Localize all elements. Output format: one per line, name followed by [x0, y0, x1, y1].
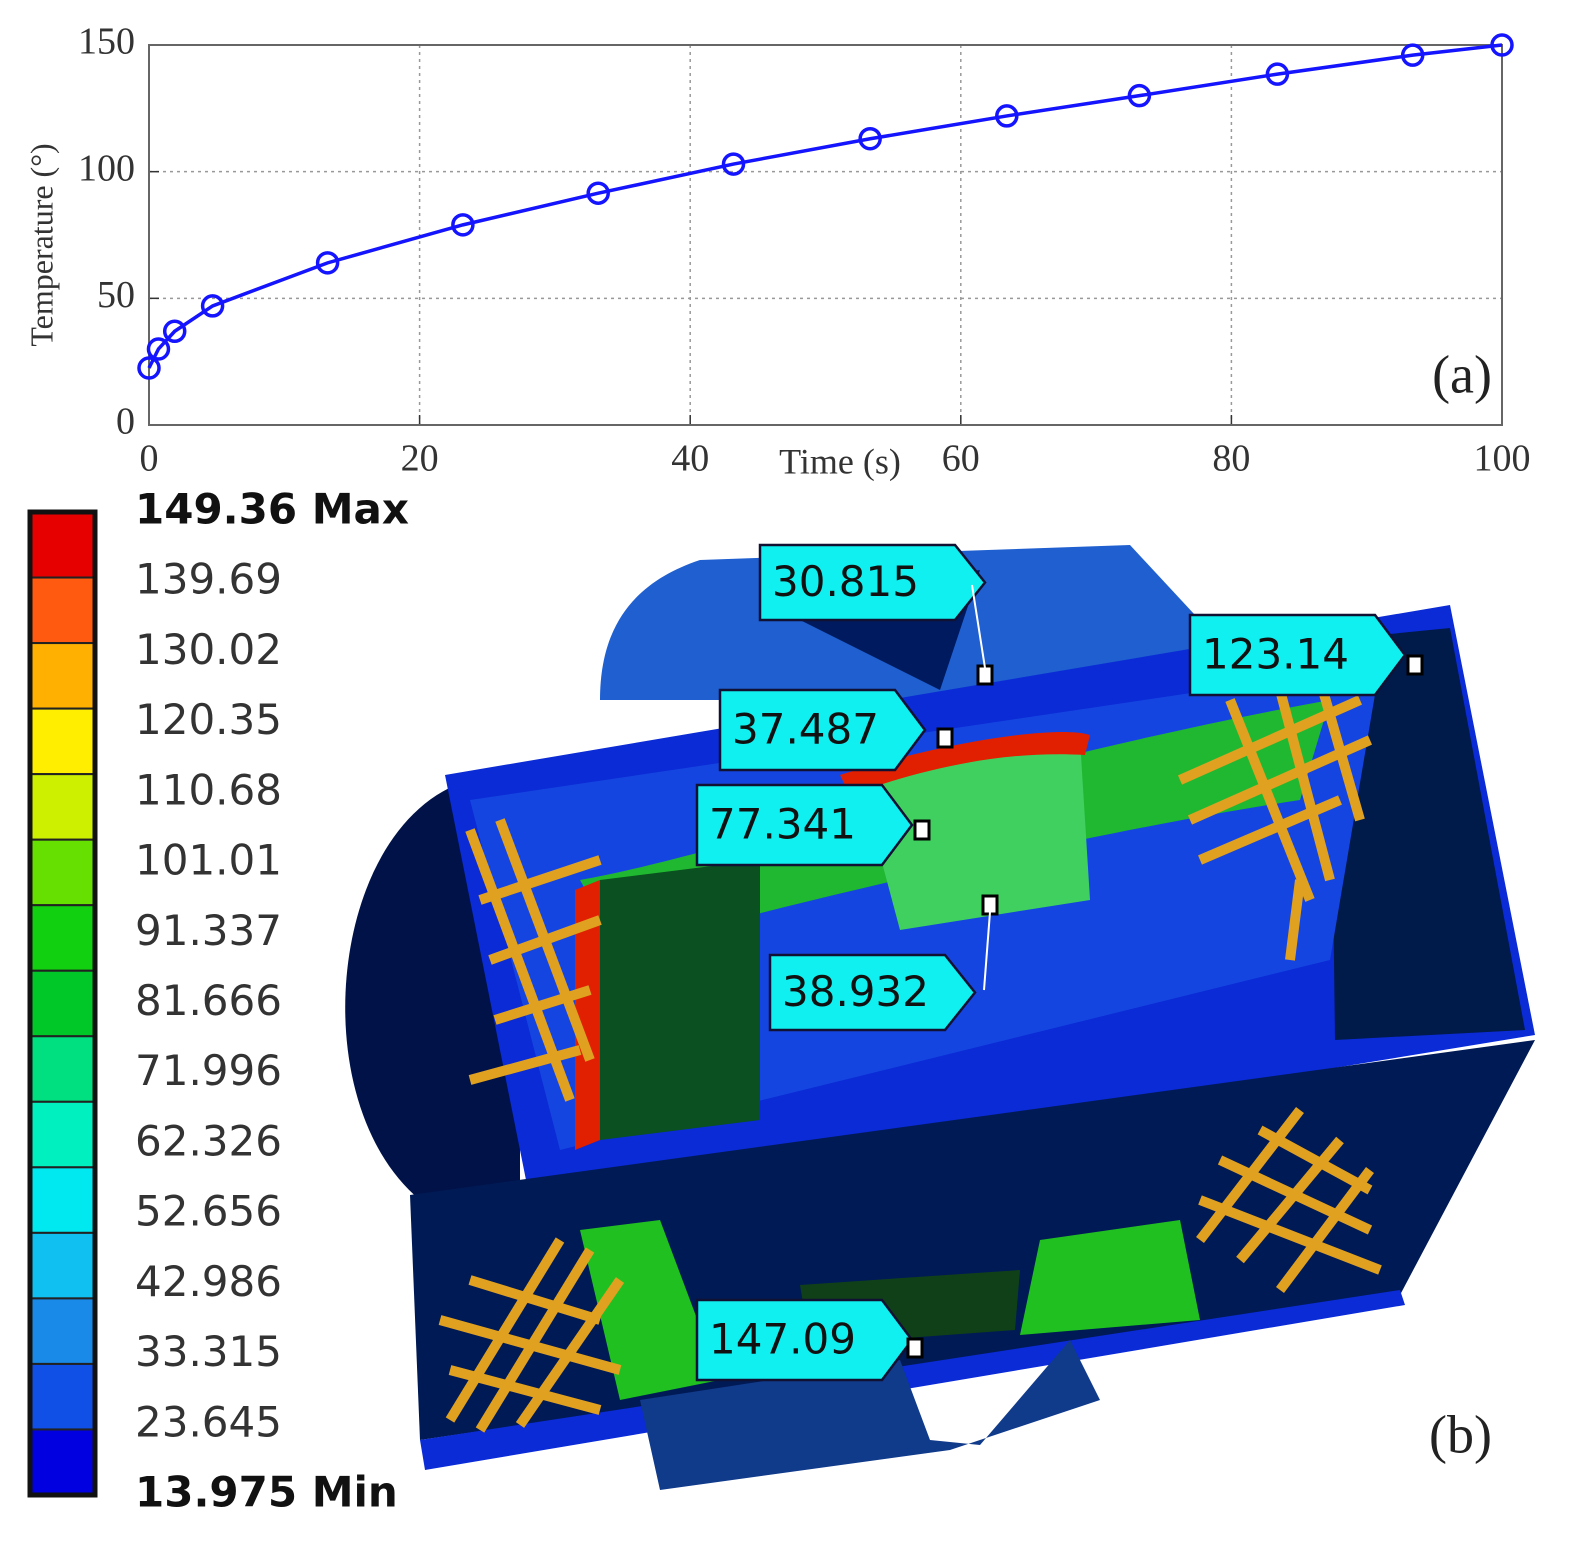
legend-band: [29, 773, 96, 841]
legend-band: [29, 1166, 96, 1234]
legend-label: 33.315: [135, 1327, 282, 1376]
legend-band: [29, 707, 96, 776]
probe: 30.815: [758, 543, 994, 686]
legend-band: [29, 904, 96, 972]
legend-label: 149.36 Max: [135, 485, 409, 534]
legend-band: [29, 1428, 96, 1497]
data-point: [200, 294, 225, 318]
legend-label: 130.02: [135, 625, 282, 674]
legend-band: [29, 838, 96, 907]
model-hot-edge: [840, 731, 1090, 795]
probe: 123.14: [1188, 613, 1424, 697]
legend-band: [29, 1297, 96, 1365]
probe-label: 123.14: [1202, 630, 1349, 679]
data-line: [147, 43, 1503, 369]
legend-band: [29, 576, 96, 645]
model-green-lower-right: [1020, 1220, 1200, 1335]
model-right-face: [1330, 628, 1525, 1040]
probe-marker: [976, 664, 994, 686]
model-hot-edge-left: [575, 880, 600, 1150]
model-green-lower-left: [580, 1220, 720, 1400]
legend-band: [29, 511, 96, 579]
legend-label: 42.986: [135, 1257, 282, 1306]
x-axis-label: Time (s): [779, 441, 901, 481]
probe-leader: [971, 584, 986, 669]
data-point: [1265, 62, 1290, 86]
legend-label: 62.326: [135, 1116, 282, 1165]
model: [345, 545, 1535, 1490]
y-axis-label: Temperature (°): [23, 143, 59, 346]
probe-label: 37.487: [732, 705, 879, 754]
legend-label: 52.656: [135, 1187, 282, 1236]
probe-marker: [906, 1337, 924, 1359]
legend-band: [29, 1231, 96, 1300]
legend-label: 91.337: [135, 906, 282, 955]
x-tick-label: 20: [401, 438, 439, 480]
model-bottom-hump: [640, 1340, 1100, 1490]
probe-label: 77.341: [709, 800, 856, 849]
legend-band: [29, 969, 96, 1038]
data-point: [721, 152, 746, 176]
probe: 38.932: [768, 894, 999, 1032]
data-point: [1127, 83, 1152, 108]
legend-band: [29, 1100, 96, 1169]
legend-label: 101.01: [135, 836, 282, 885]
probe-marker: [1406, 654, 1424, 676]
data-point: [1490, 33, 1514, 57]
data-point: [858, 126, 882, 151]
x-tick-label: 0: [140, 438, 159, 480]
legend-band: [29, 1362, 96, 1431]
legend-band: [29, 642, 96, 710]
probe: 37.487: [718, 688, 954, 772]
probe-box: [1188, 613, 1407, 697]
probe-box: [758, 543, 987, 622]
probe-label: 38.932: [782, 967, 929, 1016]
data-point: [995, 104, 1019, 128]
probe-box: [718, 688, 927, 772]
legend-label: 13.975 Min: [135, 1468, 398, 1517]
model-dark-face: [600, 860, 760, 1140]
data-point: [146, 337, 171, 361]
panel-label: (a): [1432, 344, 1492, 404]
x-tick-label: 60: [942, 438, 980, 480]
data-point: [1400, 43, 1425, 67]
x-tick-label: 100: [1474, 438, 1531, 480]
x-tick-label: 80: [1212, 438, 1250, 480]
x-tick-label: 40: [671, 438, 709, 480]
legend-label: 110.68: [135, 765, 282, 814]
probe-marker: [981, 894, 999, 916]
plot-frame: [148, 44, 1503, 426]
y-tick-label: 150: [78, 21, 135, 63]
probe-box: [695, 783, 914, 867]
y-tick-label: 0: [116, 401, 135, 443]
legend-label: 23.645: [135, 1397, 282, 1446]
lattice: [438, 678, 1382, 1433]
probe-label: 147.09: [709, 1315, 856, 1364]
data-point: [137, 356, 161, 380]
legend-label: 81.666: [135, 976, 282, 1025]
y-tick-label: 100: [78, 147, 135, 189]
probe-box: [768, 953, 977, 1032]
legend-label: 139.69: [135, 555, 282, 604]
data-point: [162, 319, 187, 344]
probe-label: 30.815: [772, 557, 919, 606]
data-point: [586, 181, 610, 205]
legend-label: 120.35: [135, 695, 282, 744]
model-green-patch: [860, 740, 1090, 930]
probe-marker: [936, 727, 954, 749]
probe: 77.341: [695, 783, 931, 867]
probe-marker: [913, 819, 931, 841]
probe-leader: [983, 911, 991, 991]
probe-box: [695, 1298, 914, 1382]
legend-label: 71.996: [135, 1046, 282, 1095]
data-point: [451, 213, 475, 237]
data-point: [315, 251, 340, 275]
y-tick-label: 50: [97, 274, 135, 316]
legend-band: [29, 1035, 96, 1103]
legend-frame: [27, 509, 98, 1498]
probe: 147.09: [695, 1298, 924, 1382]
panel-label: (b): [1429, 1404, 1492, 1464]
